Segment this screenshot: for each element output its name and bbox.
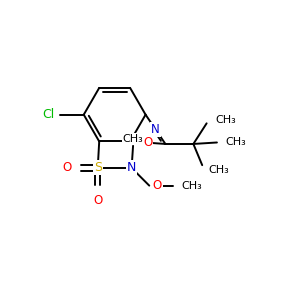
Text: CH₃: CH₃ <box>123 134 143 144</box>
Text: O: O <box>63 161 72 174</box>
Text: CH₃: CH₃ <box>226 137 247 148</box>
Text: CH₃: CH₃ <box>182 181 202 190</box>
Text: O: O <box>153 179 162 192</box>
Text: N: N <box>127 161 136 174</box>
Text: CH₃: CH₃ <box>215 115 236 125</box>
Text: CH₃: CH₃ <box>209 165 230 175</box>
Text: O: O <box>93 194 102 207</box>
Text: S: S <box>94 161 102 174</box>
Text: N: N <box>151 123 160 136</box>
Text: O: O <box>143 136 152 149</box>
Text: Cl: Cl <box>43 108 55 121</box>
